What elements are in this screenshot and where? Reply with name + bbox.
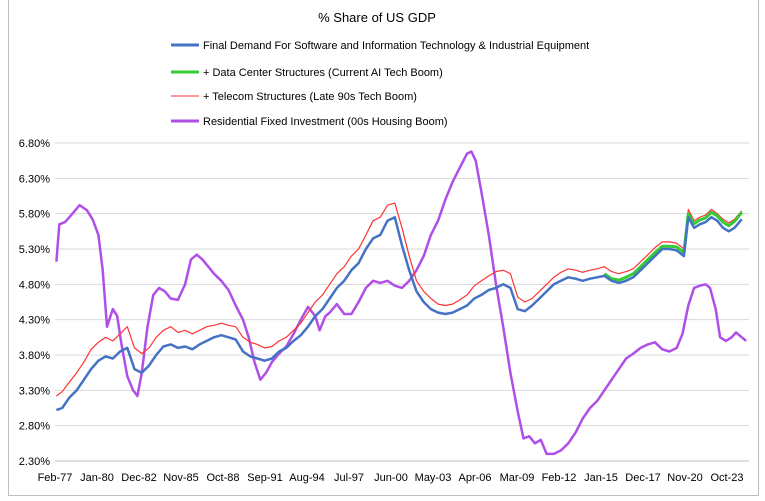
x-tick-label: Feb-77	[38, 472, 73, 484]
x-tick-label: Apr-06	[458, 472, 491, 484]
y-tick-label: 4.80%	[19, 279, 50, 291]
legend-label-data-center: + Data Center Structures (Current AI Tec…	[203, 67, 443, 79]
series-lines	[55, 150, 747, 456]
data-center-series-line	[603, 210, 743, 282]
legend: Final Demand For Software and Informatio…	[171, 40, 589, 128]
x-tick-label: Jun-00	[374, 472, 408, 484]
line-chart: % Share of US GDP Final Demand For Softw…	[19, 10, 749, 484]
x-axis: Feb-77 Jan-80 Dec-82 Nov-85 Oct-88 Sep-91 Aug-…	[38, 460, 749, 484]
x-tick-label: May-03	[415, 472, 452, 484]
x-tick-label: Jan-15	[584, 472, 618, 484]
y-tick-label: 3.80%	[19, 350, 50, 362]
telecom-series-line	[56, 202, 743, 397]
x-tick-label: Jan-80	[80, 472, 114, 484]
y-tick-label: 6.80%	[19, 138, 50, 150]
x-tick-label: Dec-17	[625, 472, 660, 484]
x-tick-label: Oct-88	[206, 472, 239, 484]
y-tick-label: 3.30%	[19, 385, 50, 397]
residential-series-line	[55, 150, 747, 456]
x-tick-label: Sep-91	[247, 472, 282, 484]
x-tick-label: Nov-85	[163, 472, 198, 484]
x-tick-label: Jul-97	[334, 472, 364, 484]
y-tick-label: 2.80%	[19, 421, 50, 433]
y-tick-label: 6.30%	[19, 173, 50, 185]
x-tick-label: Nov-20	[667, 472, 702, 484]
x-tick-label: Dec-82	[121, 472, 156, 484]
x-tick-label: Aug-94	[289, 472, 324, 484]
legend-label-telecom: + Telecom Structures (Late 90s Tech Boom…	[203, 91, 417, 103]
legend-label-equipment: Final Demand For Software and Informatio…	[203, 40, 589, 52]
x-tick-label: Oct-23	[710, 472, 743, 484]
equipment-series-line	[55, 215, 743, 412]
y-tick-label: 4.30%	[19, 315, 50, 327]
chart-frame: % Share of US GDP Final Demand For Softw…	[8, 0, 759, 496]
x-tick-label: Mar-09	[500, 472, 535, 484]
y-axis: 2.30% 2.80% 3.30% 3.80% 4.30% 4.80% 5.30% 5.80%…	[19, 138, 50, 468]
y-tick-label: 5.80%	[19, 209, 50, 221]
gridlines	[55, 142, 749, 462]
y-tick-label: 2.30%	[19, 456, 50, 468]
x-tick-label: Feb-12	[542, 472, 577, 484]
chart-title: % Share of US GDP	[318, 10, 436, 25]
y-tick-label: 5.30%	[19, 244, 50, 256]
legend-label-residential: Residential Fixed Investment (00s Housin…	[203, 116, 448, 128]
